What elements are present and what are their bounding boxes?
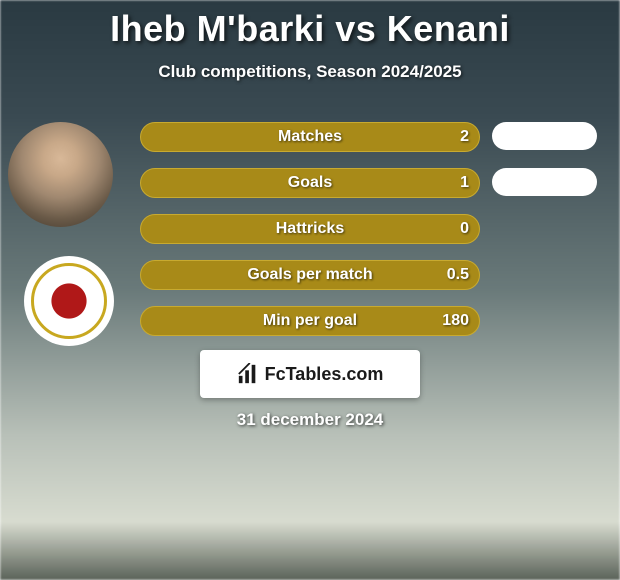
club-badge [24,256,114,346]
stat-pill-left: Min per goal180 [140,306,480,336]
stat-pill-left: Goals1 [140,168,480,198]
player-avatar [8,122,113,227]
stat-row: Goals per match0.5 [140,260,480,290]
stat-pill-left: Matches2 [140,122,480,152]
chart-icon [237,363,259,385]
club-badge-inner [31,263,107,339]
stat-label: Matches [141,128,479,146]
stat-value-left: 1 [460,174,469,192]
stat-value-left: 180 [442,312,469,330]
stat-row: Hattricks0 [140,214,480,244]
comparison-title: Iheb M'barki vs Kenani [0,8,620,50]
stat-value-left: 0 [460,220,469,238]
stat-pill-left: Goals per match0.5 [140,260,480,290]
stat-row: Matches2 [140,122,480,152]
stats-area: Matches2Goals1Hattricks0Goals per match0… [0,122,620,352]
stat-pill-right [492,122,597,150]
logo-text: FcTables.com [265,364,384,385]
stat-row: Min per goal180 [140,306,480,336]
stat-value-left: 2 [460,128,469,146]
snapshot-date: 31 december 2024 [0,410,620,430]
fctables-logo: FcTables.com [200,350,420,398]
stat-label: Goals per match [141,266,479,284]
stat-value-left: 0.5 [447,266,469,284]
season-subtitle: Club competitions, Season 2024/2025 [0,62,620,82]
stat-pill-left: Hattricks0 [140,214,480,244]
stat-label: Goals [141,174,479,192]
stat-label: Min per goal [141,312,479,330]
stat-label: Hattricks [141,220,479,238]
stat-pill-right [492,168,597,196]
stat-row: Goals1 [140,168,480,198]
infographic-content: Iheb M'barki vs Kenani Club competitions… [0,0,620,580]
